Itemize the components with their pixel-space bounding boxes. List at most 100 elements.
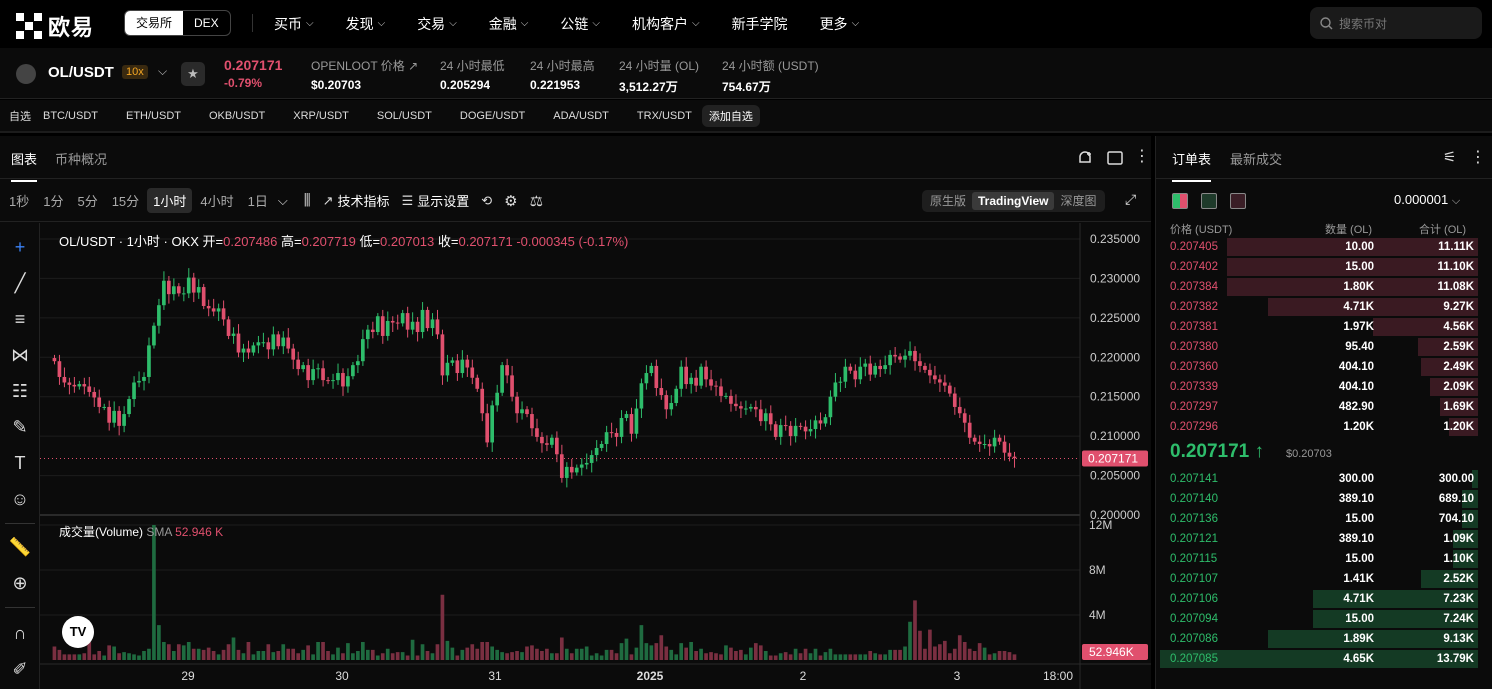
bid-row[interactable]: 0.207106 4.71K 7.23K [1160,589,1478,609]
lock-pencil-icon[interactable]: ✐ [12,659,28,679]
dex-tab[interactable]: DEX [194,16,219,30]
emoji-icon[interactable]: ☺ [10,489,30,509]
menu-institutional[interactable]: 机构客户 ⌵ [620,14,700,34]
fullscreen-icon[interactable]: ⤢ [1125,191,1137,207]
menu-discover[interactable]: 发现 ⌵ [334,14,386,34]
ask-row[interactable]: 0.207381 1.97K 4.56K [1160,317,1478,337]
favorite-pair[interactable]: XRP/USDT [293,109,349,122]
ask-row[interactable]: 0.207297 482.90 1.69K [1160,397,1478,417]
alert-add-icon[interactable] [1077,150,1093,166]
pattern-icon[interactable]: ⋈ [11,345,29,365]
volume-bar [495,649,499,660]
view-bids-icon[interactable] [1201,193,1217,209]
candle-type-icon[interactable]: ⫼ [303,192,311,209]
scale-icon[interactable]: ⚖ [529,192,544,210]
text-icon[interactable]: T [14,453,26,473]
interval-15m[interactable]: 15分 [111,194,140,209]
more-icon[interactable]: ⋮ [1470,149,1486,166]
favorite-pair[interactable]: ETH/USDT [126,109,181,122]
undo-icon[interactable]: ⟲ [481,192,493,208]
favorite-pair[interactable]: TRX/USDT [636,109,692,122]
ask-row[interactable]: 0.207384 1.80K 11.08K [1160,277,1478,297]
window-icon[interactable] [1107,151,1123,165]
gear-icon[interactable]: ⚙ [504,192,518,210]
candlestick-chart[interactable]: 0.235000 0.230000 0.225000 0.220000 0.215000… [40,223,1151,689]
stat-index-price[interactable]: OPENLOOT 价格 ↗ $0.20703 [311,57,418,92]
bid-row[interactable]: 0.207121 389.10 1.09K [1160,529,1478,549]
precision-select[interactable]: 0.000001 ⌵ [1394,192,1460,208]
exchange-tab[interactable]: 交易所 [125,11,184,35]
search-input[interactable]: 搜索币对 [1310,7,1482,39]
pair-dropdown-icon[interactable]: ⌵ [158,64,168,78]
favorite-pair[interactable]: BTC/USDT [43,109,98,122]
menu-buy-crypto[interactable]: 买币 ⌵ [262,14,314,34]
more-icon[interactable]: ⋮ [1134,148,1150,165]
bid-row[interactable]: 0.207085 4.65K 13.79K [1160,649,1478,669]
interval-1m[interactable]: 1分 [43,194,64,209]
favorite-pair[interactable]: OKB/USDT [209,109,266,122]
tab-latest-trades[interactable]: 最新成交 [1230,152,1283,167]
bid-row[interactable]: 0.207107 1.41K 2.52K [1160,569,1478,589]
candle [644,373,649,384]
indicators-button[interactable]: ↗ 技术指标 [323,191,390,210]
interval-4h[interactable]: 4小时 [200,194,234,209]
interval-1s[interactable]: 1秒 [9,194,30,209]
chart-plot-area[interactable]: 0.235000 0.230000 0.225000 0.220000 0.215000… [40,223,1151,689]
bid-row[interactable]: 0.207094 15.00 7.24K [1160,609,1478,629]
view-native[interactable]: 原生版 [930,194,967,208]
favorite-star-icon[interactable]: ★ [181,62,205,86]
tradingview-logo-icon[interactable]: TV [62,616,94,648]
brush-icon[interactable]: ✎ [12,417,28,437]
ask-row[interactable]: 0.207296 1.20K 1.20K [1160,417,1478,437]
favorite-pair[interactable]: ADA/USDT [553,109,609,122]
pair-name[interactable]: OL/USDT [48,64,114,81]
zoom-icon[interactable]: ⊕ [12,573,28,593]
interval-more-chevron-icon[interactable]: ⌵ [277,192,288,208]
bid-row[interactable]: 0.207140 389.10 689.10 [1160,489,1478,509]
ask-row[interactable]: 0.207360 404.10 2.49K [1160,357,1478,377]
interval-5m[interactable]: 5分 [77,194,98,209]
view-tradingview[interactable]: TradingView [972,192,1055,210]
horizontal-lines-icon[interactable]: ≡ [14,309,26,329]
fib-icon[interactable]: ☷ [11,381,29,401]
add-favorite-button[interactable]: 添加自选 [701,104,760,127]
menu-more[interactable]: 更多 ⌵ [808,14,860,34]
interval-1d[interactable]: 1日 [247,194,268,209]
candle [351,365,355,377]
ask-row[interactable]: 0.207402 15.00 11.10K [1160,257,1478,277]
volume-bar [221,649,226,660]
ask-row[interactable]: 0.207382 4.71K 9.27K [1160,297,1478,317]
bid-row[interactable]: 0.207141 300.00 300.00 [1160,469,1478,489]
favorite-pair[interactable]: SOL/USDT [376,109,432,122]
menu-finance[interactable]: 金融 ⌵ [477,14,529,34]
tab-orderbook[interactable]: 订单表 [1172,149,1212,182]
view-depth[interactable]: 深度图 [1060,194,1097,208]
logo[interactable]: 欧易 [16,10,94,42]
ask-row[interactable]: 0.207405 10.00 11.11K [1160,237,1478,257]
bid-row[interactable]: 0.207136 15.00 704.10 [1160,509,1478,529]
menu-academy[interactable]: 新手学院 [720,14,788,34]
display-settings-button[interactable]: ☰ 显示设置 [402,191,470,210]
trendline-icon[interactable]: ╱ [14,273,26,293]
depth-bar [1373,318,1478,336]
ruler-icon[interactable]: 📏 [8,537,32,557]
bid-row[interactable]: 0.207086 1.89K 9.13K [1160,629,1478,649]
tab-chart[interactable]: 图表 [11,149,38,182]
ask-amount: 4.71K [1343,301,1374,313]
view-both-icon[interactable] [1172,193,1188,209]
magnet-icon[interactable]: ∩ [13,623,27,643]
candle [365,329,370,340]
favorite-pair[interactable]: DOGE/USDT [459,109,526,122]
ask-row[interactable]: 0.207380 95.40 2.59K [1160,337,1478,357]
menu-chain[interactable]: 公链 ⌵ [548,14,600,34]
candle [67,382,72,385]
menu-trade[interactable]: 交易 ⌵ [405,14,457,34]
crosshair-icon[interactable]: + [14,237,26,257]
candle [206,305,211,309]
bid-row[interactable]: 0.207115 15.00 1.10K [1160,549,1478,569]
tab-overview[interactable]: 币种概况 [55,152,108,167]
ask-row[interactable]: 0.207339 404.10 2.09K [1160,377,1478,397]
view-asks-icon[interactable] [1230,193,1246,209]
settings-sliders-icon[interactable]: ⚟ [1443,149,1457,166]
interval-1h[interactable]: 1小时 [147,188,193,213]
